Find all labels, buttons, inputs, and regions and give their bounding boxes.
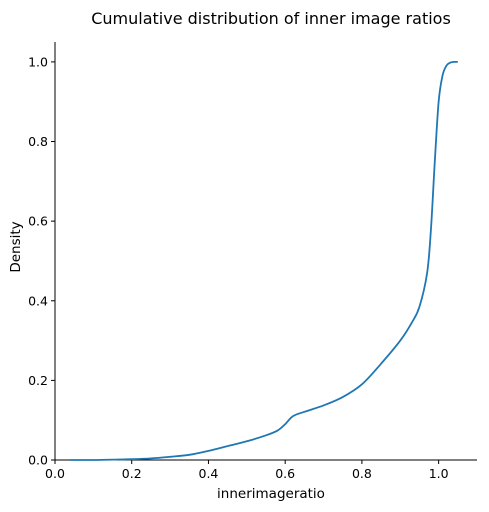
x-tick-label: 0.8	[352, 466, 372, 481]
x-tick-label: 0.0	[45, 466, 65, 481]
y-tick-label: 0.6	[28, 214, 48, 229]
x-tick-label: 0.2	[122, 466, 142, 481]
x-axis-label: innerimageratio	[217, 486, 325, 502]
y-axis-label: Density	[8, 221, 24, 272]
y-tick-label: 1.0	[28, 54, 48, 69]
x-tick-label: 0.6	[275, 466, 295, 481]
axes	[54, 42, 477, 461]
x-tick-label: 1.0	[429, 466, 449, 481]
y-tick-label: 0.8	[28, 134, 48, 149]
series-lines	[70, 60, 458, 461]
ticks: 0.0 0.2 0.4 0.6 0.8 1.0 0.0 0.2 0.4 0.6 0.8 1.0	[28, 54, 449, 481]
cdf-line	[70, 60, 458, 461]
y-tick-label: 0.2	[28, 373, 48, 388]
chart-title: Cumulative distribution of inner image r…	[91, 9, 451, 28]
x-tick-label: 0.4	[199, 466, 219, 481]
y-tick-label: 0.4	[28, 293, 48, 308]
y-tick-label: 0.0	[28, 453, 48, 468]
